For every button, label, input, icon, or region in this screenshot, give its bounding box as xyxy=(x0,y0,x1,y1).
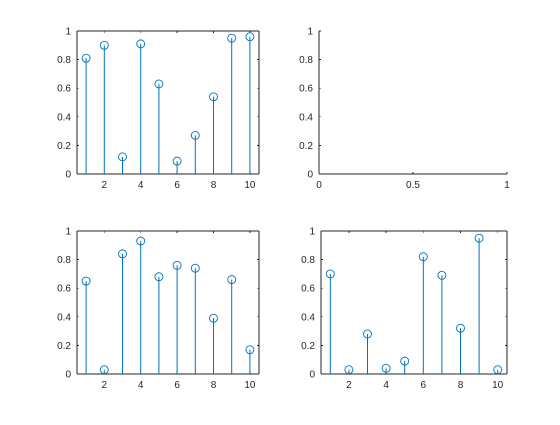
subplot-top-right: 0 0.2 0.4 0.6 0.8 1 0 0.5 1 xyxy=(299,27,510,192)
subplot-top-left: 0 0.2 0.4 0.6 0.8 1 2 4 6 8 10 xyxy=(57,27,260,191)
y-tick-label: 0.4 xyxy=(299,112,313,123)
stem-marker xyxy=(245,345,255,355)
stem-marker xyxy=(418,252,428,262)
y-tick-label: 0.8 xyxy=(299,55,313,66)
x-tick-label: 4 xyxy=(138,380,144,391)
x-tick-label: 8 xyxy=(458,380,464,391)
y-tick-label: 0.2 xyxy=(57,341,71,352)
stem-marker xyxy=(344,365,354,375)
x-tick-label: 4 xyxy=(383,380,389,391)
y-tick-label: 0.6 xyxy=(57,84,71,95)
y-tick-label: 0.6 xyxy=(301,284,315,295)
stem-marker xyxy=(437,270,447,280)
x-tick-label: 2 xyxy=(102,380,108,391)
y-tick-label: 0.2 xyxy=(57,141,71,152)
y-tick-label: 0 xyxy=(65,370,71,381)
x-tick-label: 10 xyxy=(492,380,504,391)
y-tick-label: 0 xyxy=(307,170,313,181)
x-tick-label: 6 xyxy=(421,380,427,391)
stem-marker xyxy=(190,130,200,140)
x-tick-label: 6 xyxy=(174,180,180,191)
x-tick-label: 6 xyxy=(174,380,180,391)
x-tick-label: 0.5 xyxy=(406,180,420,191)
y-tick-label: 0.6 xyxy=(299,84,313,95)
stem-marker xyxy=(209,92,218,102)
y-tick-label: 1 xyxy=(307,27,313,38)
y-tick-label: 0 xyxy=(65,170,71,181)
stem-marker xyxy=(227,33,237,43)
stem-marker xyxy=(363,329,372,339)
stem-marker xyxy=(136,236,146,246)
x-tick-label: 10 xyxy=(244,380,256,391)
stem-marker xyxy=(190,263,200,273)
y-tick-label: 1 xyxy=(65,227,71,238)
stem-marker xyxy=(81,53,91,63)
stem-marker xyxy=(245,32,255,42)
stem-marker xyxy=(172,156,182,166)
x-tick-label: 0 xyxy=(316,180,322,191)
y-tick-label: 0.2 xyxy=(299,141,313,152)
y-tick-label: 0.8 xyxy=(57,55,71,66)
stem-marker xyxy=(118,249,127,259)
stem-marker xyxy=(172,260,182,270)
stem-marker xyxy=(99,365,109,375)
y-tick-label: 1 xyxy=(309,227,315,238)
y-tick-label: 1 xyxy=(65,27,71,38)
y-tick-label: 0.4 xyxy=(57,312,71,323)
stem-marker xyxy=(227,275,237,285)
stem-marker xyxy=(118,152,127,162)
stem-marker xyxy=(493,365,503,375)
x-tick-label: 2 xyxy=(346,380,352,391)
x-tick-label: 10 xyxy=(244,180,256,191)
stem-marker xyxy=(325,269,335,279)
stem-marker xyxy=(400,356,410,366)
stem-marker xyxy=(81,276,91,286)
stem-marker xyxy=(99,40,109,50)
subplot-bottom-left: 0 0.2 0.4 0.6 0.8 1 2 4 6 8 10 xyxy=(57,227,260,391)
y-tick-label: 0 xyxy=(309,370,315,381)
y-tick-label: 0.8 xyxy=(57,255,71,266)
stem-marker xyxy=(154,272,164,282)
subplot-bottom-right: 0 0.2 0.4 0.6 0.8 1 2 4 6 8 10 xyxy=(301,227,508,391)
y-tick-label: 0.2 xyxy=(301,341,315,352)
y-tick-label: 0.4 xyxy=(301,312,315,323)
x-tick-label: 8 xyxy=(211,180,217,191)
x-tick-label: 4 xyxy=(138,180,144,191)
stem-marker xyxy=(136,39,146,49)
x-tick-label: 1 xyxy=(504,180,510,191)
x-tick-label: 2 xyxy=(102,180,108,191)
y-tick-label: 0.8 xyxy=(301,255,315,266)
x-tick-label: 8 xyxy=(211,380,217,391)
stem-marker xyxy=(381,363,391,373)
stem-marker xyxy=(154,79,164,89)
stem-marker xyxy=(456,323,465,333)
y-tick-label: 0.4 xyxy=(57,112,71,123)
stem-marker xyxy=(209,313,218,323)
y-tick-label: 0.6 xyxy=(57,284,71,295)
stem-marker xyxy=(474,233,484,243)
